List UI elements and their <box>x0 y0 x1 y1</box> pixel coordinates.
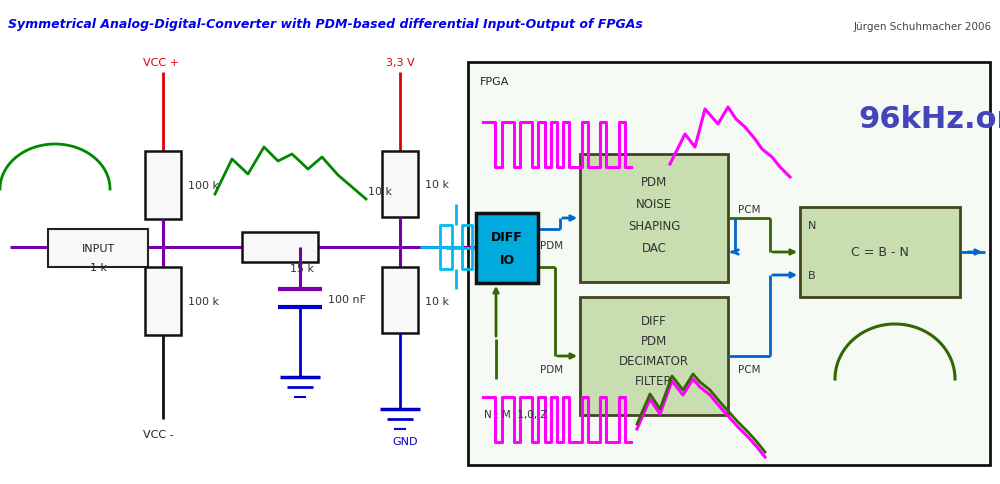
Text: PCM: PCM <box>738 364 761 374</box>
Text: 100 k: 100 k <box>188 296 219 306</box>
Text: N: N <box>808 221 816 230</box>
Text: PDM: PDM <box>540 241 563 251</box>
Bar <box>580 155 728 283</box>
Bar <box>242 232 318 262</box>
Text: 10 k: 10 k <box>425 296 449 306</box>
Text: N : M  1,0, Z: N : M 1,0, Z <box>484 409 548 419</box>
Text: 96kHz.org: 96kHz.org <box>858 106 1000 134</box>
Text: 3,3 V: 3,3 V <box>386 58 414 68</box>
Bar <box>800 208 960 297</box>
Text: VCC -: VCC - <box>143 429 173 439</box>
Bar <box>476 213 538 284</box>
Text: FILTER: FILTER <box>635 375 673 388</box>
Text: DIFF: DIFF <box>641 315 667 328</box>
Bar <box>382 151 418 217</box>
Text: 1 k: 1 k <box>90 262 107 272</box>
Text: 10 k: 10 k <box>425 180 449 190</box>
Text: PDM: PDM <box>641 176 667 189</box>
Text: PCM: PCM <box>738 205 761 214</box>
Bar <box>468 63 990 465</box>
Text: PDM: PDM <box>540 364 563 374</box>
Text: SHAPING: SHAPING <box>628 220 680 233</box>
Text: C = B - N: C = B - N <box>851 246 909 259</box>
Text: DAC: DAC <box>642 242 666 255</box>
Text: DECIMATOR: DECIMATOR <box>619 355 689 368</box>
Text: FPGA: FPGA <box>480 77 509 87</box>
Text: DIFF: DIFF <box>491 231 523 244</box>
Bar <box>145 268 181 335</box>
Text: Jürgen Schuhmacher 2006: Jürgen Schuhmacher 2006 <box>854 22 992 32</box>
Text: INPUT: INPUT <box>81 243 115 254</box>
Bar <box>48 229 148 268</box>
Bar <box>382 268 418 333</box>
Text: B: B <box>808 271 816 280</box>
Text: 10 k: 10 k <box>368 187 392 197</box>
Text: VCC +: VCC + <box>143 58 179 68</box>
Text: 100 nF: 100 nF <box>328 294 366 304</box>
Text: IO: IO <box>499 254 515 267</box>
Text: PDM: PDM <box>641 335 667 348</box>
Bar <box>580 297 728 415</box>
Text: NOISE: NOISE <box>636 198 672 211</box>
Bar <box>145 151 181 220</box>
Text: Symmetrical Analog-Digital-Converter with PDM-based differential Input-Output of: Symmetrical Analog-Digital-Converter wit… <box>8 18 643 31</box>
Text: GND: GND <box>392 436 418 446</box>
Text: 100 k: 100 k <box>188 181 219 191</box>
Text: 15 k: 15 k <box>290 263 314 273</box>
